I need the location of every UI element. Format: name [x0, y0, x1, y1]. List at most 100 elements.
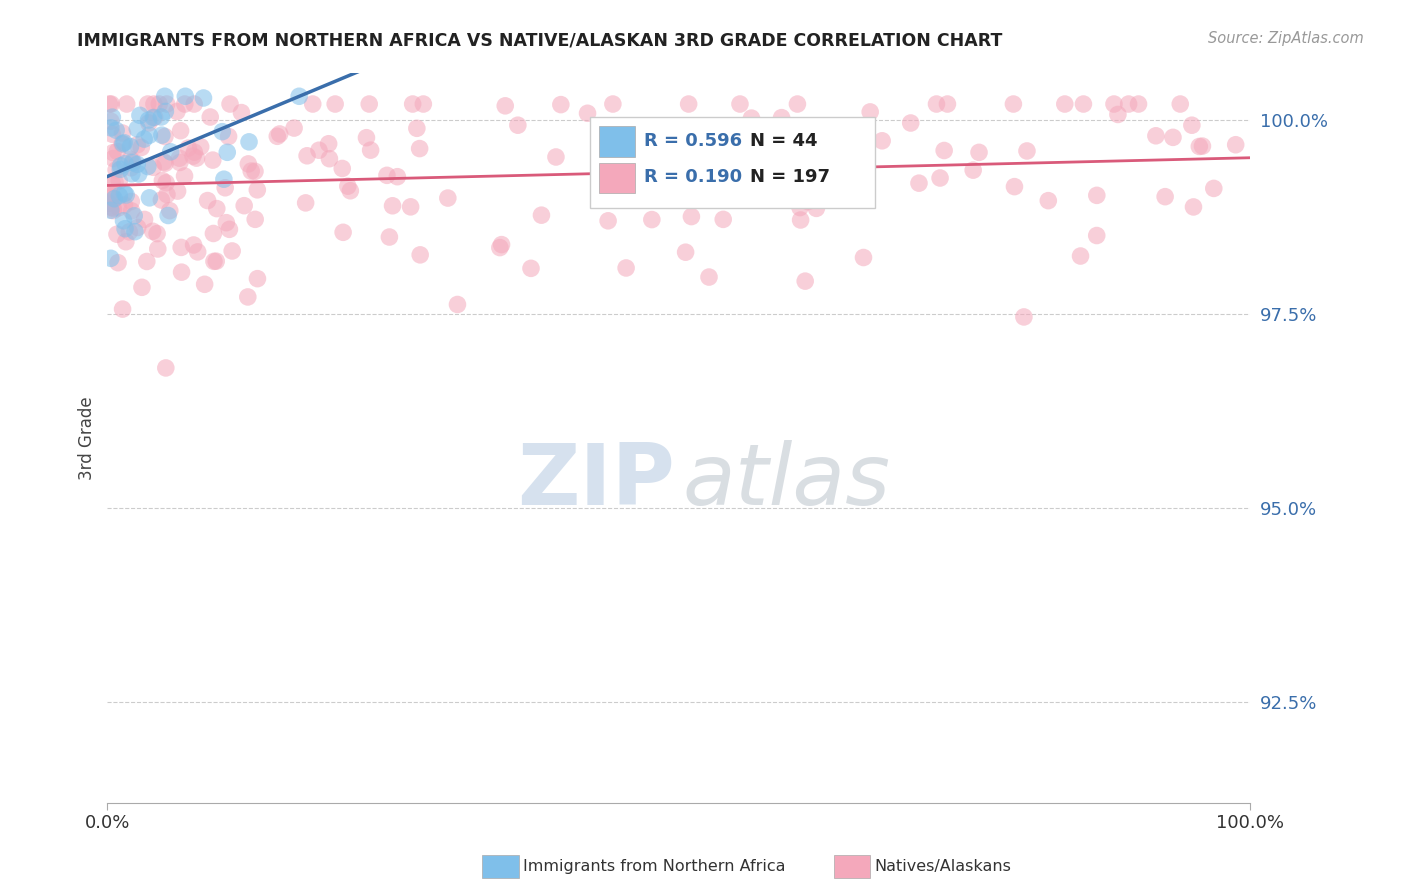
Point: [233, 199, 256, 213]
Point: [1181, 118, 1204, 132]
FancyBboxPatch shape: [589, 117, 875, 208]
Y-axis label: 3rd Grade: 3rd Grade: [79, 396, 96, 480]
Point: [103, 152, 125, 166]
Point: [1154, 189, 1177, 203]
Point: [115, 235, 138, 249]
Point: [186, 151, 208, 165]
Point: [105, 145, 128, 159]
Point: [197, 194, 219, 208]
Point: [437, 191, 460, 205]
Point: [170, 265, 193, 279]
Point: [238, 157, 260, 171]
Point: [1202, 181, 1225, 195]
Point: [104, 176, 127, 190]
Point: [201, 153, 224, 167]
Text: R = 0.190: R = 0.190: [644, 169, 742, 186]
Point: [138, 116, 160, 130]
Point: [794, 274, 817, 288]
Point: [98, 97, 121, 112]
Point: [1015, 144, 1038, 158]
Point: [214, 181, 236, 195]
Point: [330, 161, 353, 176]
Point: [101, 188, 124, 202]
Point: [173, 169, 195, 183]
Point: [859, 104, 882, 119]
Point: [678, 97, 700, 112]
Point: [1107, 107, 1129, 121]
Text: N = 44: N = 44: [749, 132, 817, 150]
Point: [408, 142, 430, 156]
Point: [121, 203, 143, 218]
Point: [689, 157, 711, 171]
Point: [107, 201, 129, 215]
Point: [120, 194, 142, 209]
Point: [115, 188, 138, 202]
Point: [301, 97, 323, 112]
Point: [134, 212, 156, 227]
Point: [405, 121, 427, 136]
Point: [143, 111, 166, 125]
Point: [177, 141, 200, 155]
Point: [183, 145, 205, 160]
Point: [288, 89, 311, 103]
Point: [166, 104, 188, 119]
Point: [238, 135, 260, 149]
Point: [318, 136, 340, 151]
Point: [709, 176, 731, 190]
Point: [387, 169, 409, 184]
Point: [550, 97, 572, 112]
Text: IMMIGRANTS FROM NORTHERN AFRICA VS NATIVE/ALASKAN 3RD GRADE CORRELATION CHART: IMMIGRANTS FROM NORTHERN AFRICA VS NATIV…: [77, 31, 1002, 49]
Point: [114, 156, 136, 170]
Point: [681, 210, 703, 224]
Point: [231, 105, 253, 120]
Point: [212, 172, 235, 186]
Point: [240, 164, 263, 178]
Point: [219, 97, 242, 112]
Point: [588, 127, 610, 141]
Point: [789, 201, 811, 215]
Point: [697, 270, 720, 285]
Point: [98, 188, 121, 202]
Point: [156, 97, 179, 112]
Point: [155, 104, 177, 119]
Point: [806, 202, 828, 216]
Point: [806, 151, 828, 165]
Point: [402, 97, 425, 112]
Point: [155, 176, 177, 190]
Point: [200, 110, 222, 124]
Point: [929, 171, 952, 186]
Point: [614, 260, 637, 275]
Point: [100, 120, 122, 135]
Point: [153, 155, 176, 169]
Point: [169, 155, 191, 169]
Point: [870, 134, 893, 148]
Point: [1085, 228, 1108, 243]
Point: [689, 154, 711, 169]
Point: [105, 227, 128, 242]
Point: [120, 139, 142, 153]
Point: [153, 129, 176, 144]
Point: [908, 176, 931, 190]
Point: [925, 97, 948, 112]
Point: [100, 200, 122, 214]
Point: [100, 203, 122, 218]
Point: [142, 224, 165, 238]
Point: [100, 252, 122, 266]
Point: [1161, 130, 1184, 145]
Point: [159, 145, 181, 159]
Text: Source: ZipAtlas.com: Source: ZipAtlas.com: [1208, 31, 1364, 46]
Point: [142, 111, 165, 125]
FancyBboxPatch shape: [599, 162, 636, 194]
Point: [318, 152, 340, 166]
Point: [356, 130, 378, 145]
Point: [101, 145, 124, 160]
Point: [544, 150, 567, 164]
Point: [1085, 188, 1108, 202]
Point: [1118, 97, 1140, 112]
Point: [169, 151, 191, 165]
Text: Immigrants from Northern Africa: Immigrants from Northern Africa: [523, 859, 786, 873]
Point: [155, 360, 177, 375]
Point: [205, 254, 228, 268]
Text: ZIP: ZIP: [517, 440, 675, 523]
Point: [375, 169, 398, 183]
